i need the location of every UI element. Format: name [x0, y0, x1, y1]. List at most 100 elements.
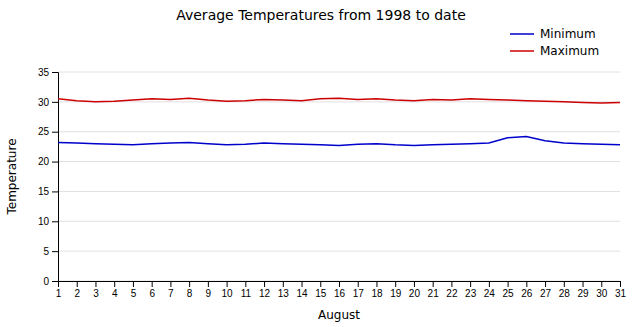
legend: Minimum Maximum: [510, 27, 599, 58]
x-tick-label: 18: [371, 288, 383, 299]
x-tick-label: 12: [259, 288, 271, 299]
y-tick: 0: [43, 276, 58, 287]
y-tick-label: 5: [43, 246, 49, 257]
x-tick-label: 17: [353, 288, 365, 299]
x-tick-mark: [526, 281, 527, 287]
x-tick-label: 6: [149, 288, 155, 299]
x-tick-mark: [170, 281, 171, 287]
x-tick-label: 15: [315, 288, 327, 299]
legend-label: Minimum: [540, 27, 596, 41]
plot-area: 1234567891011121314151617181920212223242…: [38, 67, 627, 299]
x-tick: 24: [484, 281, 496, 299]
x-tick-mark: [601, 281, 602, 287]
x-tick-label: 25: [503, 288, 515, 299]
y-axis: 05101520253035: [38, 67, 59, 287]
x-tick: 16: [334, 281, 346, 299]
y-tick: 35: [38, 67, 58, 78]
y-tick-label: 20: [38, 156, 50, 167]
x-tick-mark: [133, 281, 134, 287]
x-tick-label: 20: [409, 288, 421, 299]
x-tick-mark: [95, 281, 96, 287]
x-tick-label: 14: [296, 288, 308, 299]
x-tick-mark: [208, 281, 209, 287]
y-tick-mark: [52, 132, 58, 133]
y-tick-mark: [52, 281, 58, 282]
grid-line: [58, 72, 620, 73]
x-tick-mark: [245, 281, 246, 287]
x-tick: 4: [112, 281, 118, 299]
x-tick-label: 5: [131, 288, 137, 299]
x-tick: 3: [93, 281, 99, 299]
legend-swatch: [510, 33, 534, 35]
x-tick: 9: [206, 281, 212, 299]
x-tick: 30: [596, 281, 608, 299]
y-axis-label: Temperature: [5, 138, 19, 215]
x-tick-label: 16: [334, 288, 346, 299]
x-tick-mark: [414, 281, 415, 287]
x-tick: 29: [577, 281, 589, 299]
y-tick: 20: [38, 156, 58, 167]
grid-line: [58, 251, 620, 252]
x-tick: 22: [446, 281, 458, 299]
x-tick-mark: [545, 281, 546, 287]
y-tick-mark: [52, 251, 58, 252]
y-tick-mark: [52, 102, 58, 103]
x-tick-label: 28: [559, 288, 571, 299]
grid-line: [58, 131, 620, 132]
x-tick-label: 19: [390, 288, 402, 299]
x-tick-label: 3: [93, 288, 99, 299]
x-tick: 2: [74, 281, 80, 299]
x-tick-label: 11: [241, 288, 252, 299]
x-tick-mark: [433, 281, 434, 287]
x-tick: 6: [149, 281, 155, 299]
x-tick: 19: [390, 281, 402, 299]
x-tick-mark: [620, 281, 621, 287]
x-tick-label: 9: [206, 288, 212, 299]
grid-line: [58, 161, 620, 162]
x-tick: 28: [559, 281, 571, 299]
x-tick: 20: [409, 281, 421, 299]
x-tick-label: 7: [168, 288, 174, 299]
x-tick-mark: [189, 281, 190, 287]
y-tick: 15: [38, 186, 58, 197]
title: Average Temperatures from 1998 to date: [176, 7, 466, 23]
x-tick-mark: [320, 281, 321, 287]
y-tick-label: 0: [43, 276, 49, 287]
x-tick: 21: [428, 281, 440, 299]
x-tick-label: 30: [596, 288, 608, 299]
x-tick-label: 1: [56, 288, 62, 299]
x-tick-label: 4: [112, 288, 118, 299]
x-axis: 1234567891011121314151617181920212223242…: [56, 281, 627, 299]
x-tick: 27: [540, 281, 552, 299]
y-tick: 30: [38, 97, 58, 108]
x-tick-label: 23: [465, 288, 477, 299]
chart-svg: 1234567891011121314151617181920212223242…: [0, 0, 642, 327]
x-axis-label: August: [318, 308, 360, 322]
x-tick-label: 2: [74, 288, 80, 299]
x-tick-mark: [583, 281, 584, 287]
y-tick: 10: [38, 216, 58, 227]
x-tick-label: 31: [615, 288, 627, 299]
x-tick-mark: [302, 281, 303, 287]
legend-item: Maximum: [510, 44, 599, 58]
x-tick: 1: [56, 281, 62, 299]
series-line: [58, 136, 620, 145]
x-tick-label: 26: [521, 288, 533, 299]
y-tick-mark: [52, 221, 58, 222]
x-tick: 10: [222, 281, 234, 299]
y-tick-label: 35: [38, 67, 50, 78]
y-tick-label: 30: [38, 97, 50, 108]
x-tick-mark: [227, 281, 228, 287]
y-axis-line: [52, 73, 59, 282]
grid-line: [58, 191, 620, 192]
x-tick-mark: [283, 281, 284, 287]
x-tick-mark: [114, 281, 115, 287]
x-tick-mark: [564, 281, 565, 287]
x-tick-mark: [339, 281, 340, 287]
x-tick-label: 21: [428, 288, 440, 299]
x-tick-mark: [395, 281, 396, 287]
x-tick-label: 29: [577, 288, 589, 299]
x-tick-mark: [489, 281, 490, 287]
x-tick-label: 8: [187, 288, 193, 299]
x-tick: 14: [296, 281, 308, 299]
